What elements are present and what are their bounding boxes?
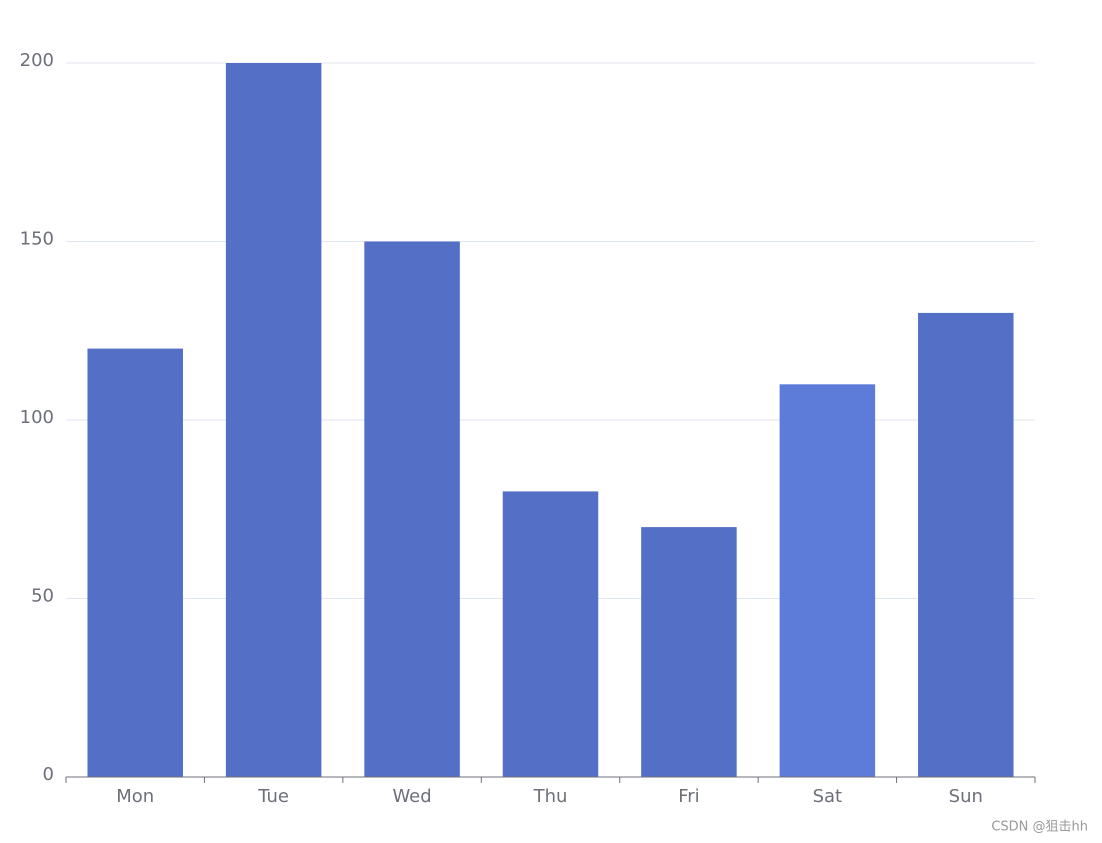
x-tick-label: Tue xyxy=(257,786,289,807)
x-tick-label: Sun xyxy=(949,786,983,807)
bar xyxy=(502,491,599,777)
bar xyxy=(364,241,460,777)
x-tick-label: Sat xyxy=(813,786,843,807)
bar xyxy=(918,312,1014,777)
x-tick-label: Wed xyxy=(392,786,431,807)
bar xyxy=(87,348,183,777)
watermark: CSDN @狙击hh xyxy=(991,820,1088,835)
x-tick-label: Fri xyxy=(678,786,699,807)
y-tick-label: 200 xyxy=(20,50,54,71)
y-tick-label: 50 xyxy=(31,586,54,607)
bar xyxy=(779,384,876,777)
y-tick-label: 150 xyxy=(20,229,54,250)
x-tick-label: Mon xyxy=(116,786,154,807)
bar xyxy=(225,63,322,777)
bar xyxy=(641,527,737,777)
y-tick-label: 0 xyxy=(43,764,54,785)
x-tick-label: Thu xyxy=(533,786,568,807)
y-tick-label: 100 xyxy=(20,407,54,428)
